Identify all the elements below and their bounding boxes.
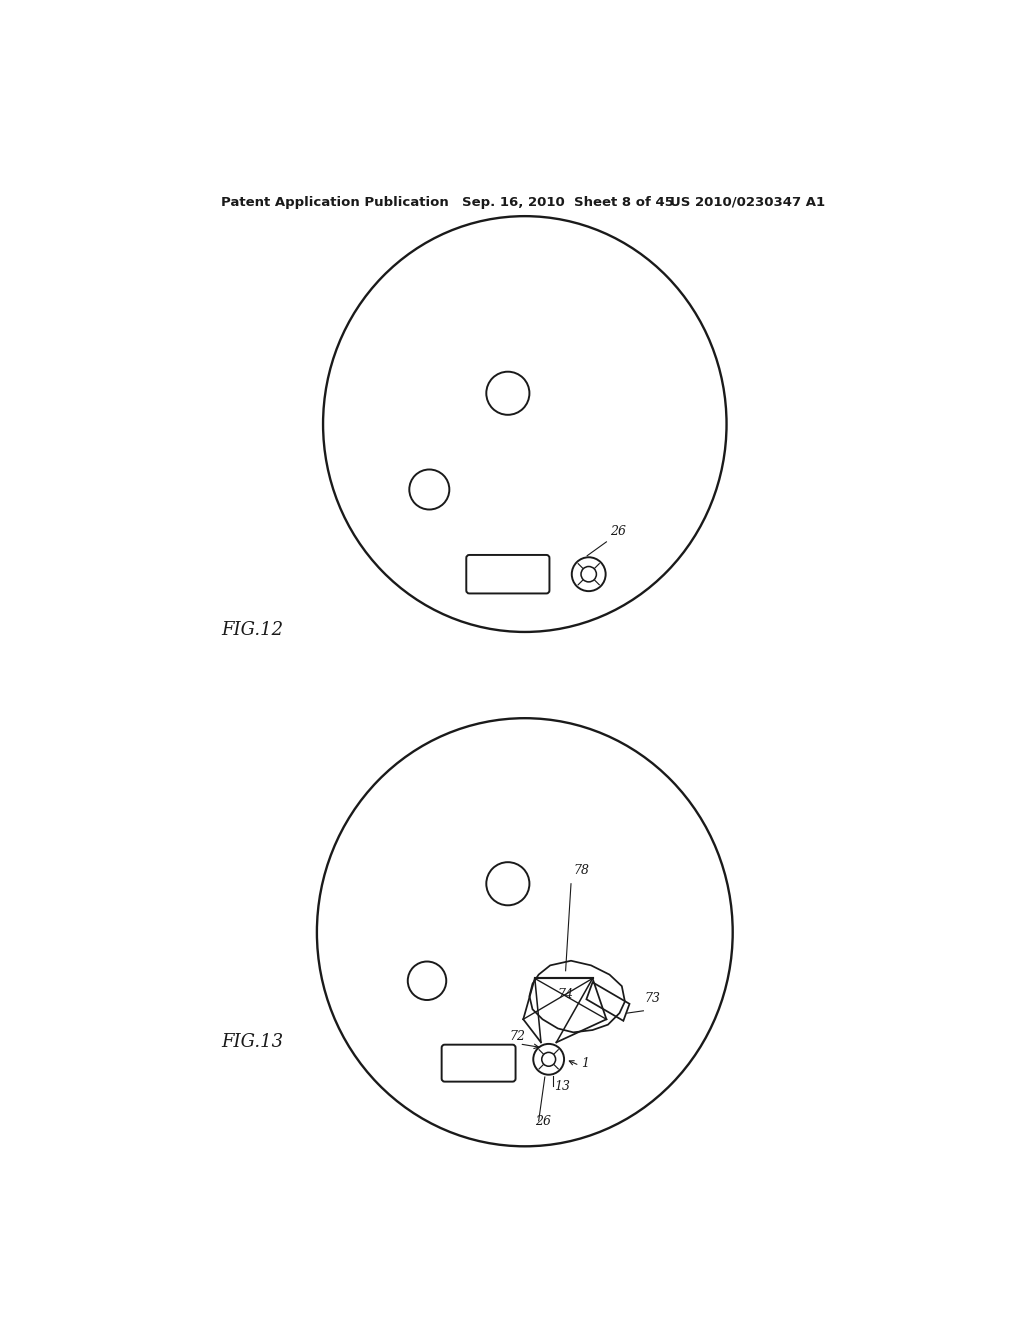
Text: 13: 13 [554, 1080, 570, 1093]
Text: FIG.13: FIG.13 [221, 1034, 284, 1051]
Text: Patent Application Publication: Patent Application Publication [221, 195, 450, 209]
Text: 72: 72 [509, 1030, 525, 1043]
Text: Sep. 16, 2010  Sheet 8 of 45: Sep. 16, 2010 Sheet 8 of 45 [462, 195, 674, 209]
Text: 78: 78 [573, 865, 589, 878]
Text: US 2010/0230347 A1: US 2010/0230347 A1 [670, 195, 824, 209]
Text: 26: 26 [535, 1115, 551, 1127]
Text: 73: 73 [645, 991, 660, 1005]
Text: 1: 1 [581, 1057, 589, 1071]
Text: FIG.12: FIG.12 [221, 620, 284, 639]
Text: 26: 26 [610, 525, 627, 539]
Text: 74: 74 [558, 987, 573, 1001]
